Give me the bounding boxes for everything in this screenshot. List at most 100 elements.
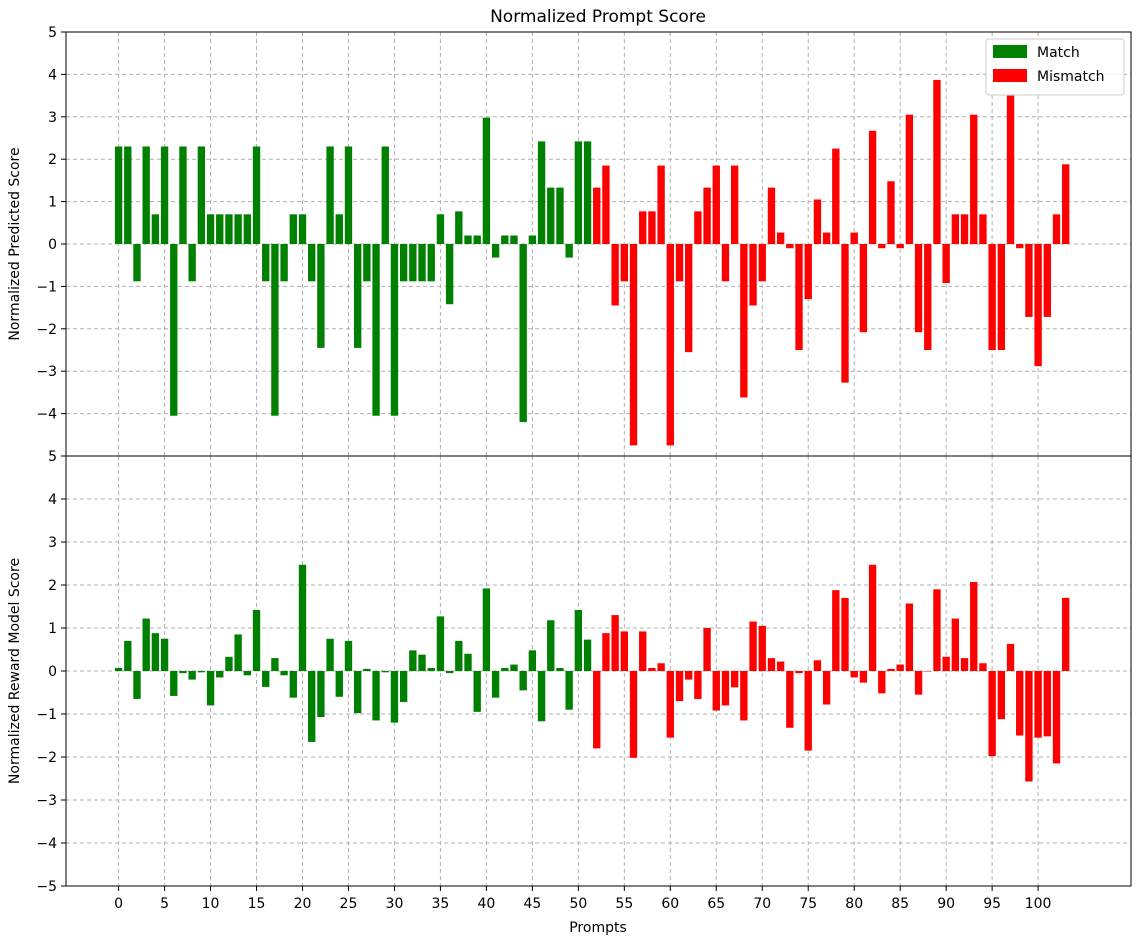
y-tick-label: −2	[36, 322, 57, 338]
bar-match	[427, 244, 435, 282]
bar-mismatch	[960, 658, 969, 671]
bar-match	[170, 671, 178, 696]
bar-mismatch	[721, 244, 730, 282]
bar-mismatch	[730, 165, 739, 244]
x-tick-label: 85	[891, 896, 909, 912]
bar-mismatch	[868, 564, 877, 671]
bar-mismatch	[1062, 164, 1070, 244]
bar-mismatch	[868, 130, 877, 244]
y-tick-label: 1	[48, 195, 57, 211]
bar-match	[583, 639, 592, 671]
bar-match	[574, 609, 583, 671]
y-tick-label: 1	[48, 621, 57, 637]
bar-mismatch	[657, 165, 665, 244]
bar-match	[381, 671, 389, 673]
bar-mismatch	[666, 244, 674, 446]
bar-mismatch	[620, 631, 629, 671]
bar-mismatch	[804, 244, 812, 300]
bar-mismatch	[951, 618, 960, 671]
bar-mismatch	[749, 244, 757, 306]
bar-match	[510, 664, 518, 671]
bar-match	[445, 671, 454, 674]
bar-match	[482, 117, 491, 244]
bar-mismatch	[795, 244, 803, 350]
bar-mismatch	[859, 244, 868, 333]
bar-match	[114, 146, 123, 244]
bar-match	[353, 244, 362, 348]
y-tick-label: −3	[36, 793, 57, 809]
bar-mismatch	[841, 244, 849, 383]
x-tick-label: 80	[845, 896, 863, 912]
bar-match	[583, 141, 592, 244]
bar-mismatch	[1006, 95, 1015, 244]
bar-match	[298, 564, 307, 671]
bar-mismatch	[666, 671, 674, 738]
bar-match	[565, 244, 573, 258]
y-tick-label: 0	[48, 237, 57, 253]
legend-label-mismatch: Mismatch	[1037, 69, 1105, 85]
bar-mismatch	[1025, 671, 1033, 782]
bar-mismatch	[1025, 244, 1033, 317]
bar-match	[399, 671, 408, 702]
bar-mismatch	[795, 671, 803, 674]
bar-mismatch	[1052, 214, 1061, 244]
y-tick-label: −2	[36, 750, 57, 766]
bar-mismatch	[1016, 244, 1024, 249]
top-panel: −4 −3 −2 −1 0 1 2 3 4 5	[36, 25, 1132, 457]
bar-match	[188, 244, 196, 282]
bar-mismatch	[924, 671, 932, 672]
bar-mismatch	[786, 671, 794, 728]
bar-match	[501, 667, 509, 671]
bar-match	[464, 235, 472, 244]
bar-mismatch	[813, 660, 822, 671]
bar-match	[133, 671, 141, 699]
bar-mismatch	[758, 244, 766, 282]
bar-mismatch	[914, 671, 923, 695]
bar-mismatch	[703, 628, 711, 671]
bar-match	[197, 671, 206, 673]
bar-match	[243, 214, 252, 244]
bar-match	[473, 671, 481, 712]
bar-mismatch	[1034, 671, 1042, 738]
bar-mismatch	[933, 589, 941, 671]
bar-match	[133, 244, 141, 282]
bar-match	[262, 671, 270, 687]
bar-mismatch	[878, 671, 886, 694]
bar-mismatch	[822, 232, 831, 244]
bar-mismatch	[1062, 597, 1070, 671]
bar-match	[409, 650, 417, 671]
bar-mismatch	[611, 615, 619, 671]
bar-mismatch	[648, 211, 656, 244]
top-panel-y-ticks: −4 −3 −2 −1 0 1 2 3 4 5	[36, 25, 66, 423]
bottom-panel-y-ticks: −5 −4 −3 −2 −1 0 1 2 3 4 5	[36, 449, 66, 895]
bar-mismatch	[786, 244, 794, 249]
top-panel-series-match	[114, 117, 592, 423]
bar-mismatch	[997, 244, 1006, 350]
bar-mismatch	[776, 661, 785, 671]
y-tick-label: −3	[36, 364, 57, 380]
bar-mismatch	[960, 214, 969, 244]
bar-mismatch	[712, 671, 720, 711]
bar-match	[455, 211, 463, 244]
bar-match	[280, 244, 288, 282]
bar-match	[537, 141, 546, 244]
x-tick-label: 60	[661, 896, 679, 912]
bar-match	[344, 640, 353, 671]
bar-mismatch	[629, 671, 638, 758]
bar-match	[326, 638, 334, 671]
bar-mismatch	[813, 199, 822, 244]
bar-match	[298, 214, 307, 244]
bar-match	[142, 146, 150, 244]
bar-match	[179, 146, 187, 244]
bar-mismatch	[620, 244, 629, 282]
bar-match	[363, 668, 371, 671]
bar-mismatch	[896, 244, 904, 249]
bar-mismatch	[878, 244, 886, 249]
x-tick-label: 100	[1025, 896, 1052, 912]
bar-mismatch	[887, 668, 895, 671]
y-tick-label: 3	[48, 110, 57, 126]
y-tick-label: 3	[48, 535, 57, 551]
bar-match	[142, 618, 150, 671]
bar-mismatch	[657, 663, 665, 671]
bar-match	[436, 214, 445, 244]
